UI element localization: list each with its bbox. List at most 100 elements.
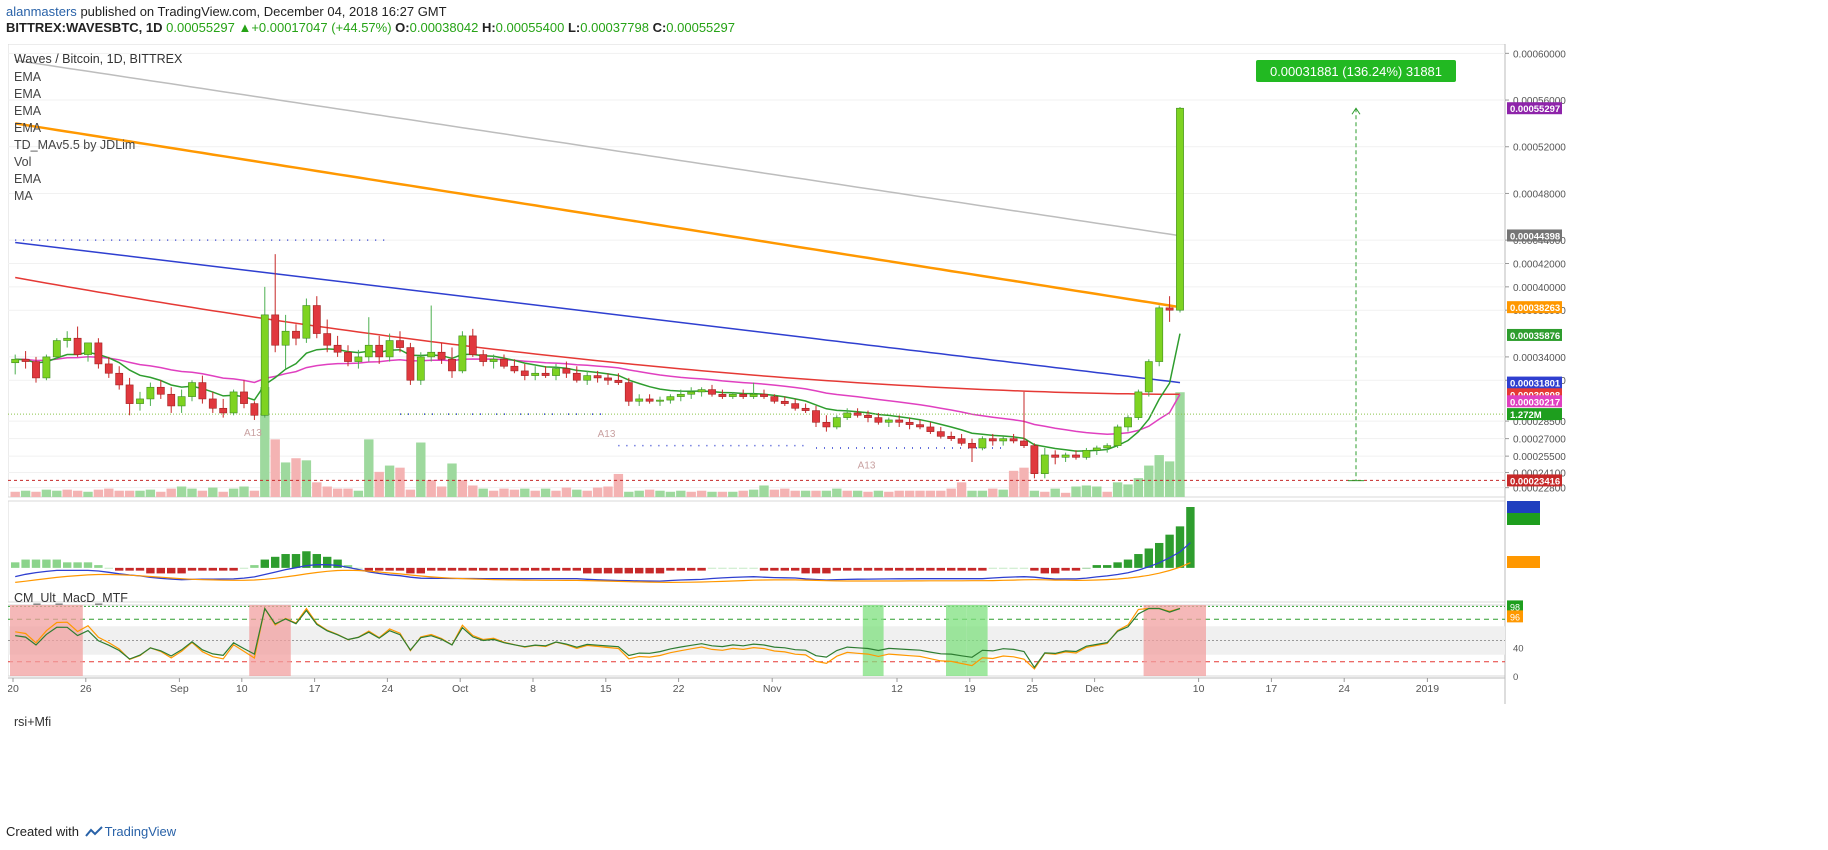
axis-value-text: 0.00044398 xyxy=(1510,231,1560,242)
candle-body xyxy=(385,340,394,358)
candle-body xyxy=(240,391,248,404)
macd-histogram-bar xyxy=(811,567,821,574)
candle-body xyxy=(489,358,498,362)
macd-histogram-bar xyxy=(458,567,467,571)
volume-bar xyxy=(530,490,540,497)
candle-body xyxy=(604,377,612,381)
indicator-ema-1[interactable]: EMA xyxy=(14,70,42,84)
axis-value-badge xyxy=(1507,301,1562,314)
rsi-pane-title[interactable]: rsi+Mfi xyxy=(14,715,52,729)
time-tick-label: 15 xyxy=(600,683,612,695)
axis-value-text: 0.00023416 xyxy=(1510,476,1560,487)
macd-histogram-bar xyxy=(614,567,623,574)
indicator-td[interactable]: TD_MAv5.5 by JDLim xyxy=(14,138,136,152)
low-value: 0.00037798 xyxy=(580,20,649,35)
measure-label-text: 0.00031881 (136.24%) 31881 xyxy=(1270,64,1442,79)
volume-bar xyxy=(104,488,114,497)
macd-histogram-bar xyxy=(593,567,602,574)
candle-body xyxy=(947,435,956,439)
indicator-ema-3[interactable]: EMA xyxy=(14,104,42,118)
macd-histogram-bar xyxy=(187,567,197,571)
candle-body xyxy=(292,330,300,339)
volume-bar xyxy=(572,489,582,497)
tradingview-brand[interactable]: TradingView xyxy=(104,824,177,839)
macd-histogram-bar xyxy=(385,567,394,571)
volume-bar xyxy=(977,490,988,497)
rsi-zone-highlight xyxy=(1143,605,1206,676)
macd-histogram-bar xyxy=(541,567,550,571)
macd-histogram-bar xyxy=(801,567,810,574)
candle-body xyxy=(957,438,966,444)
time-tick-label: Oct xyxy=(452,683,468,695)
chart-area[interactable]: 0.00060000 0.00056000 0.00052000 0.00048000… xyxy=(8,44,1758,791)
macd-histogram-bar xyxy=(135,567,145,571)
author-link[interactable]: alanmasters xyxy=(6,4,77,19)
indicator-ema-2[interactable]: EMA xyxy=(14,87,42,101)
volume-bar xyxy=(187,488,197,497)
indicator-ema-4[interactable]: EMA xyxy=(14,121,42,135)
candle-body xyxy=(884,419,893,423)
time-tick-label: Nov xyxy=(763,683,782,695)
macd-histogram-bar xyxy=(229,567,238,571)
rsi-badge-text: 96 xyxy=(1510,612,1520,622)
volume-bar xyxy=(166,488,176,497)
macd-histogram-bar xyxy=(416,567,425,574)
macd-histogram-bar xyxy=(999,567,1008,569)
candle-body xyxy=(458,335,467,372)
candle-body xyxy=(624,382,633,402)
candle-body xyxy=(832,417,841,428)
macd-histogram-bar xyxy=(1040,567,1049,574)
ema-gray-line xyxy=(15,59,1181,237)
macd-histogram-bar xyxy=(156,567,165,574)
macd-histogram-bar xyxy=(1134,554,1143,568)
indicator-ma[interactable]: MA xyxy=(14,189,33,203)
volume-bar xyxy=(301,460,312,497)
macd-histogram-bar xyxy=(83,562,93,568)
macd-histogram-bar xyxy=(832,567,841,571)
volume-bar xyxy=(208,487,218,497)
volume-bar xyxy=(260,387,270,497)
indicator-vol[interactable]: Vol xyxy=(14,155,32,169)
volume-bar xyxy=(800,490,811,497)
macd-histogram-bar xyxy=(115,567,124,571)
rsi-zone-highlight xyxy=(270,605,291,676)
macd-histogram-bar xyxy=(1061,567,1070,571)
macd-histogram-bar xyxy=(395,567,405,571)
candle-body xyxy=(73,337,82,355)
volume-bar xyxy=(852,490,863,497)
macd-pane-title[interactable]: CM_Ult_MacD_MTF xyxy=(14,591,128,605)
macd-histogram-bar xyxy=(291,554,301,568)
candle-body xyxy=(177,396,186,407)
macd-histogram-bar xyxy=(447,567,457,571)
volume-bar xyxy=(1071,486,1081,497)
time-tick-label: 22 xyxy=(673,683,685,695)
measure-label-box xyxy=(1256,60,1456,82)
macd-histogram-bar xyxy=(1165,534,1174,568)
macd-histogram-bar xyxy=(1071,567,1081,571)
volume-bar xyxy=(1081,485,1092,497)
rsi-zone-highlight xyxy=(946,605,967,676)
price-tick-label: 0.00028500 xyxy=(1513,417,1566,428)
axis-value-text: 0.00030217 xyxy=(1510,397,1560,408)
candle-body xyxy=(115,372,124,386)
macd-histogram-bar xyxy=(687,567,696,571)
candle-body xyxy=(32,361,40,379)
macd-histogram-bar xyxy=(11,562,20,568)
chart-svg[interactable]: 0.00060000 0.00056000 0.00052000 0.00048000… xyxy=(8,44,1758,791)
candle-body xyxy=(676,393,685,397)
candle-body xyxy=(1030,445,1039,474)
time-tick-label: 12 xyxy=(891,683,903,695)
candle-body xyxy=(728,393,737,397)
volume-bar xyxy=(41,489,52,497)
candle-body xyxy=(375,344,384,358)
volume-bar xyxy=(988,488,998,497)
volume-bar xyxy=(894,490,904,497)
macd-axis-badge xyxy=(1507,501,1540,513)
time-tick-label: 26 xyxy=(80,683,92,695)
volume-bar xyxy=(728,491,738,497)
candle-body xyxy=(791,403,800,409)
volume-bar xyxy=(197,490,208,497)
indicator-ema-5[interactable]: EMA xyxy=(14,172,42,186)
macd-histogram-bar xyxy=(780,567,789,571)
volume-bar xyxy=(915,490,925,497)
